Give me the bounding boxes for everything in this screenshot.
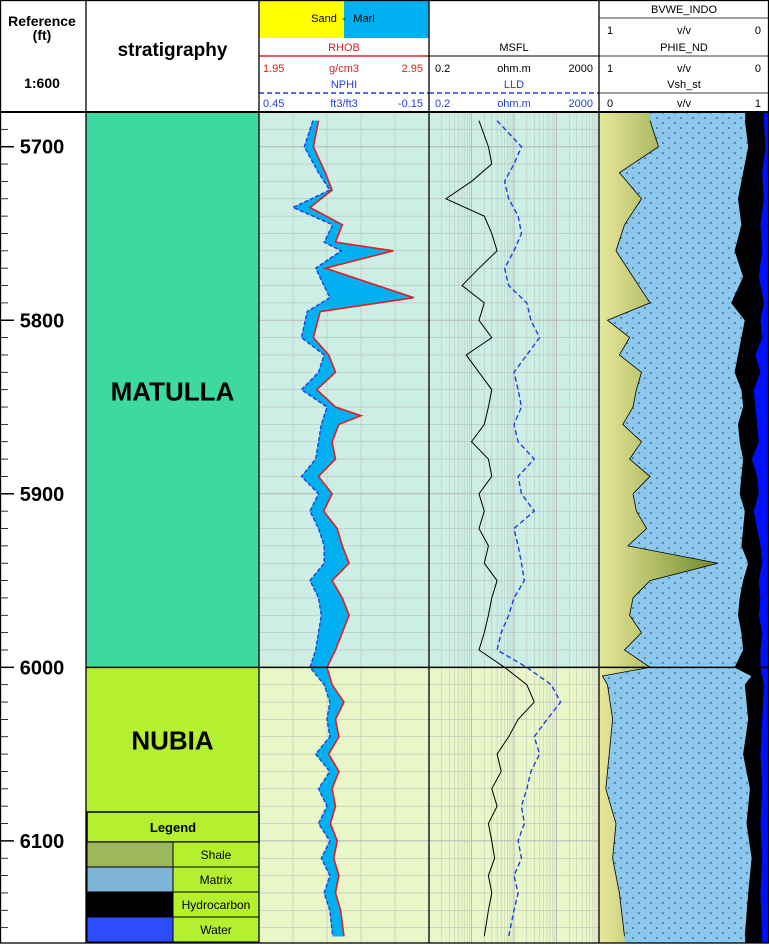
formation-label-nubia: NUBIA: [131, 725, 214, 755]
depth-label: 6100: [20, 831, 65, 853]
legend-swatch-matrix: [86, 866, 174, 893]
hydrocarbon-fill: [731, 112, 766, 943]
rhob-name: RHOB: [328, 42, 360, 54]
msfl-name: MSFL: [499, 42, 528, 54]
bvwe-name: BVWE_INDO: [651, 4, 717, 16]
phie-left: 1: [607, 63, 613, 75]
phie-curve: [731, 120, 753, 937]
nphi-name: NPHI: [331, 79, 357, 91]
nphi-unit: ft3/ft3: [330, 98, 358, 110]
legend-title: Legend: [150, 820, 196, 835]
msfl-unit: ohm.m: [497, 63, 531, 75]
legend-label-box: [172, 866, 260, 893]
lithology-fill-group: [292, 120, 414, 937]
matrix-fill: [602, 112, 752, 943]
nphi-left: 0.45: [263, 98, 284, 110]
legend-label-box: [172, 916, 260, 943]
legend-label-shale: Shale: [201, 848, 232, 862]
vsh-name: Vsh_st: [667, 79, 701, 91]
legend-label-box: [172, 841, 260, 868]
lld-right: 2000: [569, 98, 593, 110]
legend-swatch-hydrocarbon: [86, 891, 174, 918]
msfl-left: 0.2: [435, 63, 450, 75]
rhob-right: 2.95: [402, 63, 423, 75]
marl-label: Marl: [353, 13, 374, 25]
legend-label-matrix: Matrix: [200, 873, 233, 887]
legend-label-box: [172, 891, 260, 918]
vsh-unit: v/v: [677, 98, 692, 110]
shale-fill: [599, 112, 718, 943]
reference-title: Reference: [8, 13, 76, 29]
sand-marl-separator: -: [342, 13, 346, 25]
legend-swatch-water: [86, 916, 174, 943]
reference-unit: (ft): [33, 27, 52, 43]
stratigraphy-title: stratigraphy: [118, 40, 228, 61]
lld-unit: ohm.m: [497, 98, 531, 110]
msfl-curve: [444, 120, 535, 937]
formation-band-matulla: [86, 112, 259, 668]
nphi-curve: [291, 120, 343, 937]
lld-left: 0.2: [435, 98, 450, 110]
sand-swatch: [259, 0, 344, 38]
depth-label: 5900: [20, 484, 65, 506]
vsh-left: 0: [607, 98, 613, 110]
formation-label-matulla: MATULLA: [111, 376, 235, 406]
legend-label-hydrocarbon: Hydrocarbon: [182, 898, 251, 912]
scale-label: 1:600: [24, 75, 60, 91]
marl-swatch: [344, 0, 429, 38]
phie-right: 0: [755, 63, 761, 75]
sand-label: Sand: [311, 13, 337, 25]
rhob-curve: [308, 120, 414, 937]
rhob-unit: g/cm3: [329, 63, 359, 75]
bvwe-right: 0: [755, 25, 761, 37]
phie-unit: v/v: [677, 63, 692, 75]
depth-track-bg: [0, 112, 86, 943]
bvwe-left: 1: [607, 25, 613, 37]
legend-label-water: Water: [200, 923, 232, 937]
phie-name: PHIE_ND: [660, 42, 708, 54]
lld-name: LLD: [504, 79, 524, 91]
vsh-right: 1: [755, 98, 761, 110]
msfl-right: 2000: [569, 63, 593, 75]
legend-swatch-shale: [86, 841, 174, 868]
lld-curve: [496, 120, 562, 937]
vsh-curve: [601, 120, 719, 937]
depth-label: 5800: [20, 310, 65, 332]
depth-label: 6000: [20, 657, 65, 679]
legend-title-box: [86, 811, 260, 843]
depth-label: 5700: [20, 137, 65, 159]
bvwe-unit: v/v: [677, 25, 692, 37]
nphi-right: -0.15: [398, 98, 423, 110]
rhob-left: 1.95: [263, 63, 284, 75]
